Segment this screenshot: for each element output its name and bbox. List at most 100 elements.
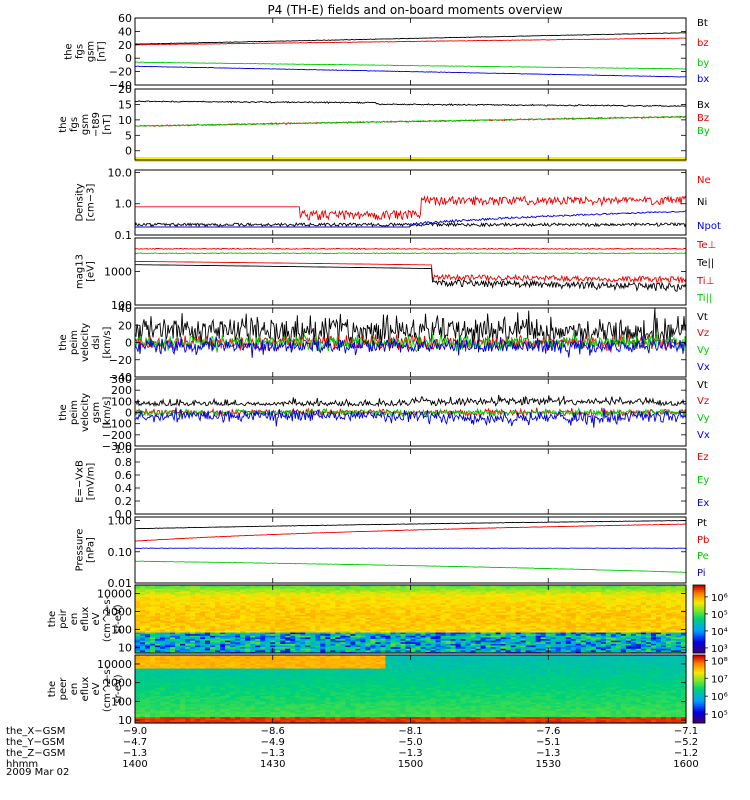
legend-label: Vx <box>697 430 710 441</box>
y-tick-label: 100 <box>111 299 132 312</box>
y-tick-label: 0.4 <box>115 482 133 495</box>
date-label: 2009 Mar 02 <box>6 767 69 778</box>
x-axis-row-label: the_Z−GSM <box>6 748 65 759</box>
legend-label: bz <box>697 38 709 49</box>
y-tick-label: −300 <box>102 440 132 453</box>
y-tick-label: −200 <box>102 429 132 442</box>
y-axis-label: the <box>58 334 69 350</box>
y-axis-label: gsm <box>80 114 91 135</box>
y-tick-label: 40 <box>118 302 132 315</box>
colorbar-tick-label: 10⁸ <box>711 656 728 667</box>
y-axis-label: −t89 <box>91 112 102 137</box>
legend-label: Ex <box>697 498 709 509</box>
colorbar-tick-label: 10⁶ <box>711 593 728 604</box>
legend-label: bx <box>697 74 709 85</box>
figure-title: P4 (TH-E) fields and on-board moments ov… <box>267 3 562 17</box>
legend-label: Vz <box>697 396 709 407</box>
x-axis-row-label: the_X−GSM <box>6 726 65 737</box>
y-tick-label: 10000 <box>97 588 132 601</box>
y-tick-label: 1000 <box>104 606 132 619</box>
y-axis-label: (cm^2-s- <box>102 665 113 712</box>
panel-8: Pt Pb Pe Pi 1.00 0.10 0.01 Pressure [nPa] <box>75 515 710 590</box>
colorbar <box>692 584 708 654</box>
y-axis-label: the <box>47 611 58 627</box>
colorbar <box>692 654 708 724</box>
y-axis-label: peim <box>69 330 80 355</box>
spectrogram-cells <box>135 585 687 654</box>
legend-label: by <box>697 58 709 69</box>
series-line-4 <box>134 547 687 549</box>
y-axis-label: eflux <box>80 677 91 702</box>
x-axis-value: −4.9 <box>261 737 285 748</box>
x-axis-value: −7.6 <box>536 726 560 737</box>
panel-7: Ez Ey Ex 1.00.80.60.40.20.0 E=−VxB [mV/m] <box>75 443 710 521</box>
y-tick-label: −40 <box>109 79 132 92</box>
colorbar-tick-label: 10⁴ <box>711 627 728 638</box>
y-axis-label: en <box>69 683 80 696</box>
series-lines <box>134 519 687 573</box>
panel-5: Vt Vz Vy Vx 40 20 0 −20 −40 the peim velocity dsl [km… <box>58 302 710 384</box>
y-tick-label: 1.00 <box>108 515 133 528</box>
series-lines <box>134 394 687 428</box>
y-tick-label: 0.8 <box>115 456 133 469</box>
y-tick-label: 1000 <box>104 266 132 279</box>
series-line-1 <box>134 100 687 108</box>
series-line-4 <box>134 65 686 78</box>
y-tick-label: 0 <box>125 337 132 350</box>
colorbar-tick-label: 10³ <box>711 644 728 655</box>
x-axis-value: −1.3 <box>398 748 422 759</box>
y-axis-label: en <box>69 613 80 626</box>
series-line-3 <box>134 61 687 70</box>
series-line-4 <box>134 407 687 428</box>
legend-label: Vx <box>697 362 710 373</box>
colorbar-tick-label: 10⁷ <box>711 674 728 685</box>
legend-label: Bz <box>697 113 709 124</box>
panel-9: 10⁶ 10⁵ 10⁴ 10³ 10000 1000 100 10 the peir en eflux… <box>47 584 728 655</box>
series-line-1 <box>134 394 687 408</box>
x-axis-value: −4.7 <box>123 737 147 748</box>
series-line-1 <box>135 194 687 221</box>
y-tick-label: 1000 <box>104 677 132 690</box>
y-tick-label: 0.0 <box>115 508 133 521</box>
y-tick-label: 200 <box>111 384 132 397</box>
x-axis-row-label: the_Y−GSM <box>6 737 65 748</box>
x-axis-value: −9.0 <box>123 726 147 737</box>
y-tick-label: 0.2 <box>115 495 133 508</box>
colorbar-tick-label: 10⁵ <box>711 710 728 721</box>
y-axis-label: [nT] <box>102 114 113 134</box>
legend-label: Ey <box>697 475 709 486</box>
series-lines <box>134 308 687 358</box>
legend-label: Ne <box>697 175 711 186</box>
y-axis-label: Pressure <box>75 529 86 572</box>
y-tick-label: −20 <box>109 354 132 367</box>
y-tick-label: 100 <box>111 395 132 408</box>
y-tick-label: 40 <box>118 25 132 38</box>
y-tick-label: 10000 <box>97 658 132 671</box>
y-axis-label: eV <box>91 682 102 695</box>
x-axis-value: −1.3 <box>123 748 147 759</box>
legend-label: Vy <box>697 345 710 356</box>
x-axis-value: −8.1 <box>398 726 422 737</box>
y-tick-label: 0.10 <box>108 546 133 559</box>
legend-label: Pt <box>697 518 707 529</box>
y-axis-label: sr-eV) <box>113 604 124 633</box>
y-axis-label: peer <box>58 677 69 701</box>
y-axis-label: eV <box>91 612 102 625</box>
y-tick-label: 1.0 <box>115 443 133 456</box>
series-line-2 <box>134 523 687 542</box>
y-tick-label: 0 <box>125 145 132 158</box>
y-tick-label: 100 <box>111 624 132 637</box>
y-tick-label: 5 <box>125 129 132 142</box>
series-line-3 <box>134 115 686 127</box>
series-line-2 <box>135 264 687 292</box>
y-axis-label: [mV/m] <box>86 463 97 501</box>
legend-label: Ti|| <box>696 293 712 304</box>
panel-4: Te⊥ Te|| Ti⊥ Ti|| 1000 100 mag13 [eV] <box>75 237 716 312</box>
y-tick-label: 10.0 <box>108 166 133 179</box>
x-axis-value: −5.0 <box>398 737 422 748</box>
legend-label: Pi <box>697 568 706 579</box>
colorbar-tick-label: 10⁵ <box>711 610 728 621</box>
y-axis-label: mag13 <box>75 254 86 289</box>
